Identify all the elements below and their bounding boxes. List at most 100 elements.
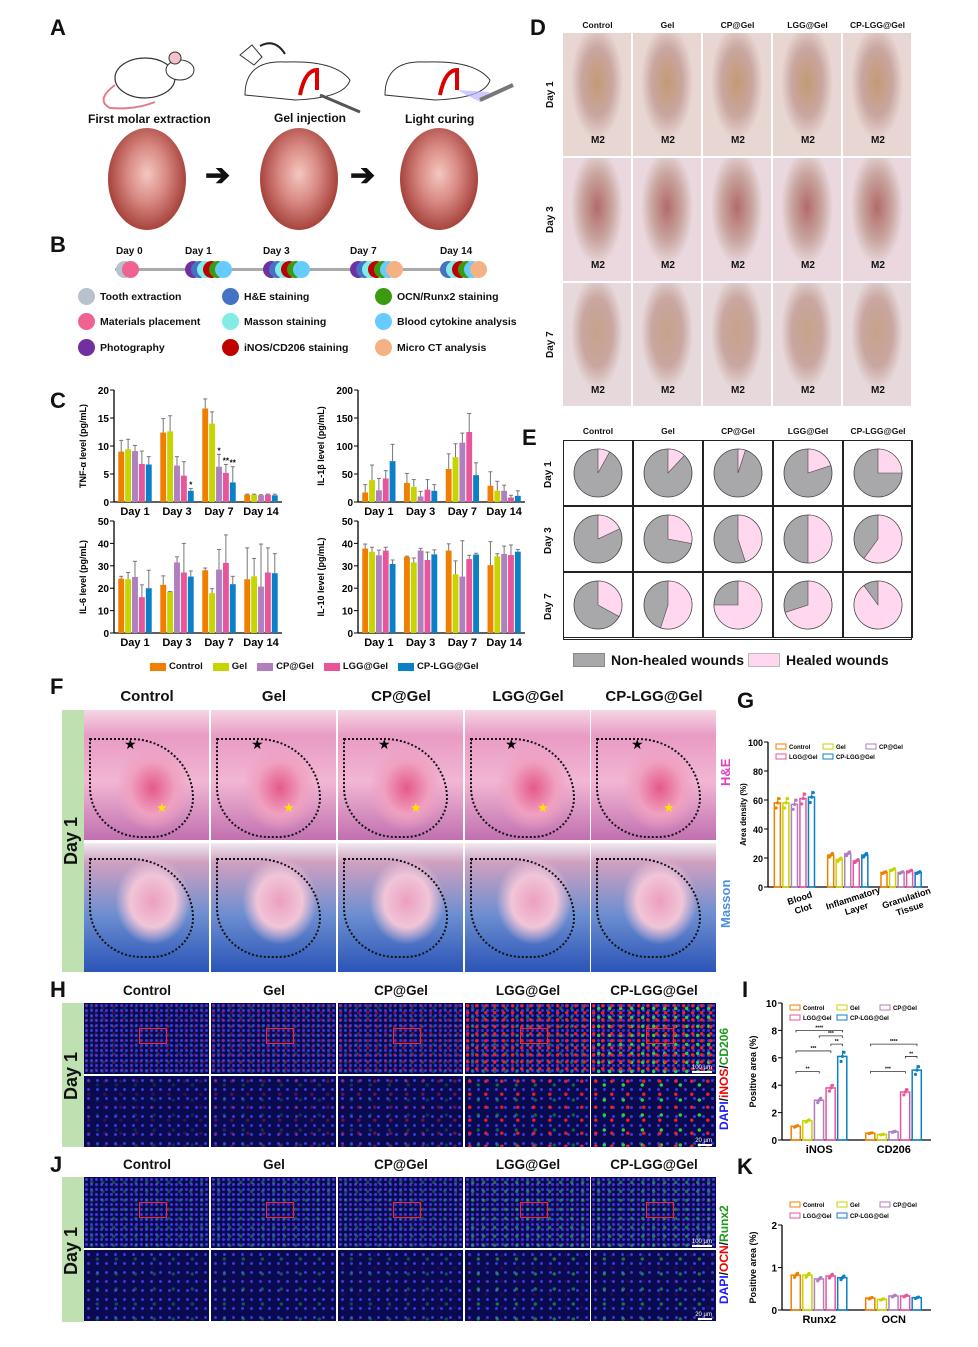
y-tick-label: 1 <box>771 1264 777 1275</box>
bar <box>216 569 222 633</box>
significance-bracket <box>795 1071 820 1074</box>
y-tick-label: 20 <box>342 584 354 595</box>
bar <box>790 803 799 888</box>
wound-photo: M2 <box>633 283 701 406</box>
category-label: Day 1 <box>364 637 393 649</box>
fluorescence-overview-image: 100 µm <box>591 1003 716 1074</box>
category-label: Runx2 <box>802 1314 836 1326</box>
zoom-region-box[interactable] <box>520 1028 548 1044</box>
pie-cell <box>703 572 773 638</box>
legend-label: Gel <box>850 1006 860 1012</box>
legend-item: Gel <box>212 661 247 672</box>
bar <box>445 468 452 502</box>
y-tick-label: 15 <box>98 414 110 425</box>
lesion-outline <box>470 738 575 838</box>
lesion-outline <box>343 858 448 958</box>
site-label: M2 <box>871 135 885 146</box>
data-point <box>916 1295 921 1299</box>
zoom-region-box[interactable] <box>646 1202 674 1218</box>
legend-swatch <box>775 743 787 750</box>
data-point <box>794 798 798 802</box>
zoom-region-box[interactable] <box>139 1202 167 1218</box>
site-label: M2 <box>731 135 745 146</box>
bar <box>202 570 209 633</box>
legend-item: Micro CT analysis <box>375 339 486 356</box>
zoom-region-box[interactable] <box>393 1028 421 1044</box>
bar <box>813 1099 825 1141</box>
timeline-marker <box>122 261 139 278</box>
legend-label: LGG@Gel <box>803 1016 832 1022</box>
y-tick-label: 0 <box>771 1306 777 1317</box>
bar <box>145 464 152 502</box>
masson-stain-image <box>465 843 590 972</box>
y-tick-label: 5 <box>103 470 109 481</box>
row-label: Day 3 <box>545 206 556 233</box>
y-tick-label: 0 <box>771 1136 777 1147</box>
lesion-outline <box>596 858 701 958</box>
bar <box>459 442 466 502</box>
fluorescence-overview-image <box>84 1003 209 1074</box>
pie-chart <box>853 580 903 630</box>
bar <box>229 584 236 633</box>
y-tick-label: 30 <box>342 562 354 573</box>
legend-dot <box>375 288 392 305</box>
bar <box>835 858 843 888</box>
pie-chart <box>713 448 763 498</box>
y-tick-label: 150 <box>336 414 353 425</box>
column-header: CP@Gel <box>720 20 755 30</box>
zoom-region-box[interactable] <box>139 1028 167 1044</box>
fluorescence-overview-image <box>465 1177 590 1248</box>
fluorescence-zoom-image <box>338 1076 463 1147</box>
data-point <box>916 1065 921 1069</box>
y-tick-label: 8 <box>771 1026 777 1037</box>
timeline-day-label: Day 14 <box>440 246 473 257</box>
column-header: Control <box>123 1157 171 1172</box>
bar <box>445 550 452 633</box>
zoom-region-box[interactable] <box>520 1202 548 1218</box>
zoom-region-box[interactable] <box>646 1028 674 1044</box>
bar <box>852 860 861 888</box>
pie-legend: Non-healed wounds Healed wounds <box>573 652 889 668</box>
jaw-injection-icon <box>239 42 361 114</box>
legend-label: iNOS/CD206 staining <box>244 341 349 354</box>
y-axis-label: TNF-α level (pg/mL) <box>78 404 88 488</box>
pie-cell <box>563 506 633 572</box>
data-point <box>905 1293 909 1297</box>
bar <box>180 572 187 633</box>
significance-mark: * <box>189 481 193 490</box>
y-tick-label: 40 <box>342 539 354 550</box>
data-point <box>901 870 905 874</box>
data-point <box>918 870 922 874</box>
bar <box>802 1274 813 1311</box>
bar <box>813 1278 825 1311</box>
bar <box>410 486 417 502</box>
bar <box>825 1275 836 1311</box>
pie-slice-healed <box>807 514 833 564</box>
lesion-outline <box>343 738 448 838</box>
bar <box>843 852 852 888</box>
bar <box>222 472 229 502</box>
pie-cell <box>773 572 843 638</box>
bar <box>369 480 375 502</box>
significance-mark: **** <box>890 1039 898 1045</box>
data-point <box>827 1089 831 1093</box>
y-tick-label: 0 <box>103 498 109 509</box>
y-tick-label: 10 <box>342 607 354 618</box>
pie-slice-healed <box>597 514 621 540</box>
bar <box>861 854 869 888</box>
legend-dot <box>375 339 392 356</box>
pie-cell <box>773 440 843 506</box>
timeline-marker <box>215 261 232 278</box>
fluorescence-overview-image <box>465 1003 590 1074</box>
legend-swatch <box>789 1014 801 1021</box>
zoom-region-box[interactable] <box>393 1202 421 1218</box>
zoom-region-box[interactable] <box>266 1028 294 1044</box>
bar <box>180 475 187 502</box>
bar <box>452 457 459 502</box>
area-density-chart: 0 20 40 60 80 100 Area density (%) BloodClot Inf… <box>739 738 932 918</box>
pie-cell <box>703 440 773 506</box>
scale-bar <box>692 1071 712 1073</box>
data-point <box>807 1271 811 1276</box>
zoom-region-box[interactable] <box>266 1202 294 1218</box>
pie-chart <box>573 448 623 498</box>
